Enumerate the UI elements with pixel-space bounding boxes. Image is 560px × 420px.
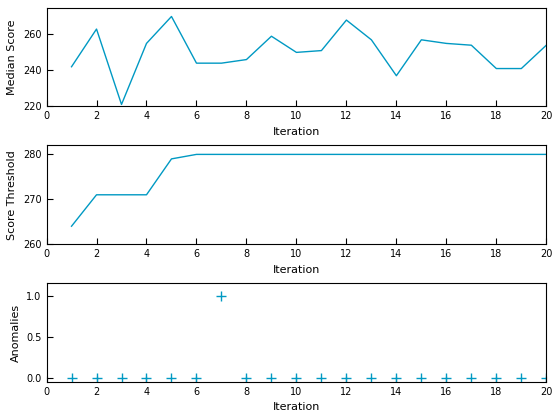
X-axis label: Iteration: Iteration [273, 402, 320, 412]
Y-axis label: Anomalies: Anomalies [11, 304, 21, 362]
Y-axis label: Score Threshold: Score Threshold [7, 150, 17, 240]
X-axis label: Iteration: Iteration [273, 127, 320, 136]
Y-axis label: Median Score: Median Score [7, 19, 17, 94]
X-axis label: Iteration: Iteration [273, 265, 320, 275]
